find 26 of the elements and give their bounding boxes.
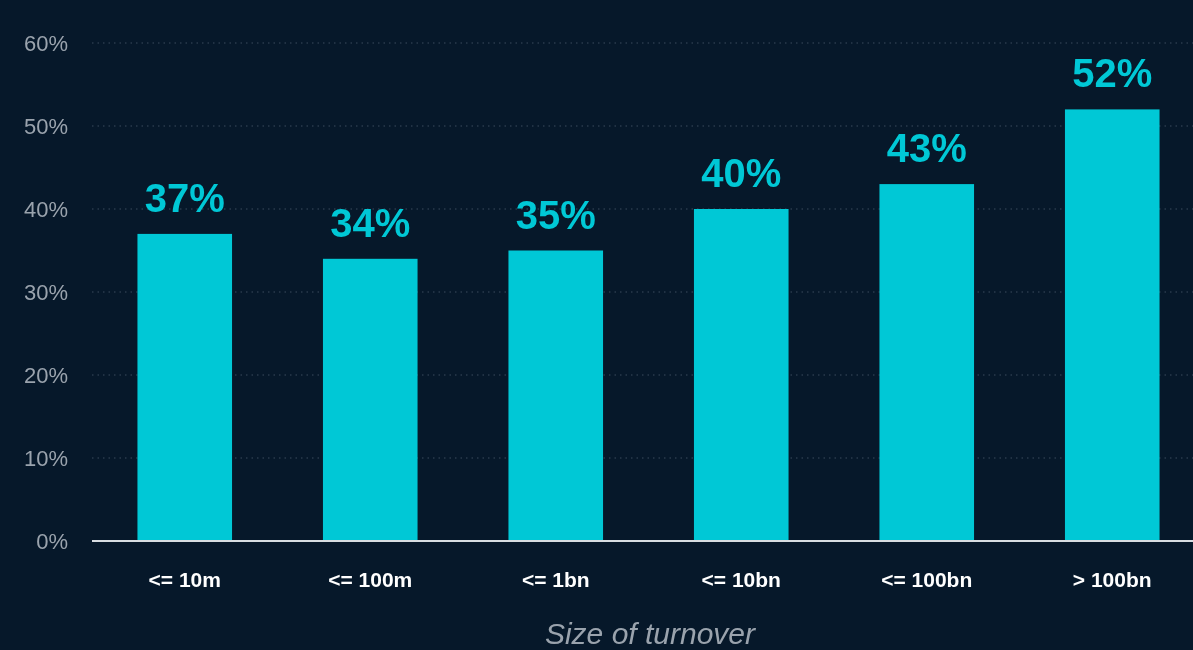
data-label: 43%: [886, 126, 967, 171]
data-label: 34%: [330, 200, 411, 245]
x-tick-label: <= 1bn: [521, 568, 590, 591]
data-label: 35%: [515, 192, 596, 237]
y-tick-label: 0%: [36, 528, 68, 554]
bar: [508, 250, 604, 541]
data-label: 40%: [701, 151, 782, 195]
bar: [322, 258, 418, 541]
data-label: 37%: [144, 175, 225, 220]
x-tick-label: <= 100m: [328, 568, 413, 591]
x-tick-label: <= 10bn: [701, 568, 781, 591]
data-label: 52%: [1072, 51, 1153, 96]
y-tick-label: 30%: [23, 279, 68, 305]
y-tick-label: 40%: [23, 196, 68, 222]
bar: [693, 209, 789, 541]
y-tick-label: 10%: [23, 445, 68, 471]
x-tick-label: <= 100bn: [881, 568, 973, 591]
x-axis-title: Size of turnover: [544, 617, 757, 650]
y-tick-label: 20%: [23, 362, 68, 388]
y-tick-label: 50%: [23, 113, 68, 139]
x-tick-label: > 100bn: [1072, 568, 1152, 591]
bar: [137, 233, 233, 541]
y-tick-label: 60%: [23, 30, 68, 56]
x-tick-label: <= 10m: [148, 568, 221, 591]
bar: [879, 184, 975, 541]
bar: [1064, 109, 1160, 541]
